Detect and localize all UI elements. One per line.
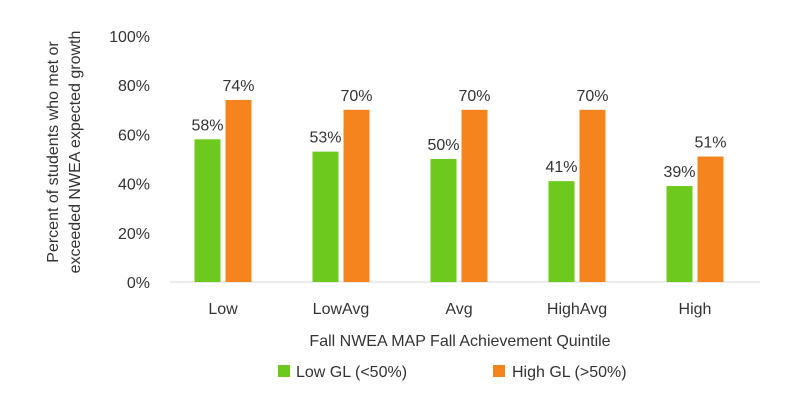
category-labels-group: Low LowAvg Avg HighAvg High [208,301,711,318]
y-axis-title-line-1: Percent of students who met or [45,41,62,263]
y-axis-title: Percent of students who met or exceeded … [45,31,84,274]
y-tick-label: 0% [127,275,150,292]
legend-swatch-low-gl [278,365,290,377]
y-tick-label: 60% [118,127,150,144]
y-tick-label: 40% [118,177,150,194]
data-label: 74% [222,78,254,95]
data-label: 58% [191,117,223,134]
bar-high-gl-low [225,99,252,283]
x-category-label: Avg [445,301,472,318]
data-label: 50% [427,137,459,154]
x-category-label: High [679,301,712,318]
bar-low-gl-highavg [548,181,575,282]
data-labels-group: 58% 74% 53% 70% 50% 70% 41% 70% 39% 51% [191,78,726,181]
y-axis-ticks: 0% 20% 40% 60% 80% 100% [109,29,150,292]
data-label: 39% [663,164,695,181]
bar-high-gl-high [697,156,724,282]
data-label: 41% [545,159,577,176]
x-category-label: Low [208,301,238,318]
legend-label-high-gl: High GL (>50%) [512,364,627,381]
x-category-label: HighAvg [547,301,607,318]
bar-low-gl-low [194,139,221,282]
legend-label-low-gl: Low GL (<50%) [296,364,407,381]
y-axis-title-line-2: exceeded NWEA expected growth [67,31,84,274]
legend-swatch-high-gl [493,365,505,377]
data-label: 70% [340,88,372,105]
bar-high-gl-highavg [579,109,606,282]
bars-group [194,99,724,283]
bar-high-gl-lowavg [343,109,370,282]
data-label: 70% [576,88,608,105]
bar-low-gl-high [666,186,693,282]
y-tick-label: 80% [118,78,150,95]
data-label: 51% [694,135,726,152]
x-axis-title: Fall NWEA MAP Fall Achievement Quintile [309,333,610,350]
bar-low-gl-avg [430,159,457,282]
bar-high-gl-avg [461,109,488,282]
x-category-label: LowAvg [313,301,370,318]
y-tick-label: 20% [118,226,150,243]
data-label: 53% [309,130,341,147]
data-label: 70% [458,88,490,105]
y-tick-label: 100% [109,29,150,46]
legend: Low GL (<50%) High GL (>50%) [278,364,627,381]
bar-low-gl-lowavg [312,151,339,282]
